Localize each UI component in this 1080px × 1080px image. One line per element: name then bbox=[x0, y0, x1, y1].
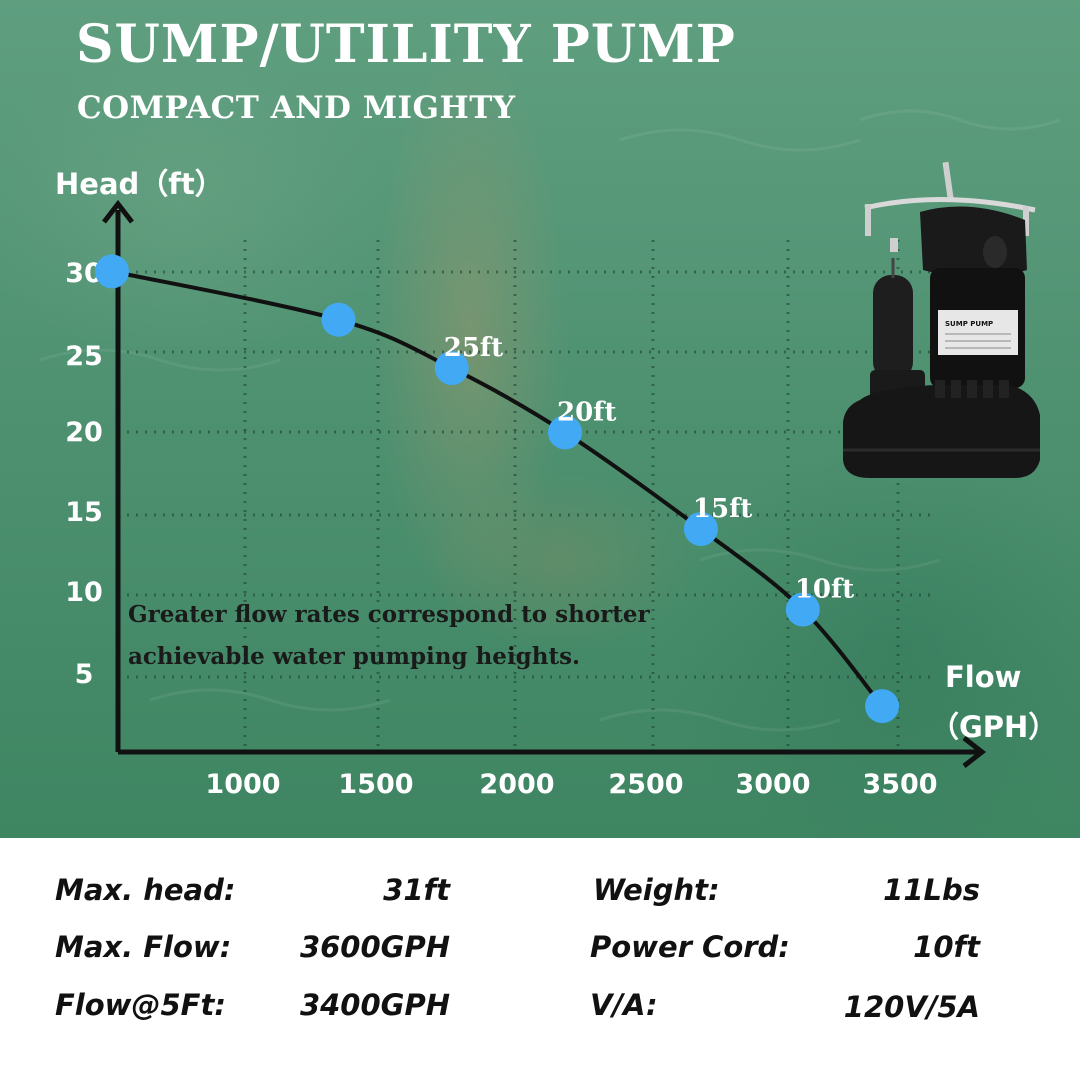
data-point bbox=[321, 302, 356, 337]
x-axis-label-line1: Flow bbox=[945, 660, 1021, 694]
data-point-label: 15ft bbox=[693, 494, 752, 524]
annotation-line-2: achievable water pumping heights. bbox=[128, 643, 580, 670]
sump-pump-icon: SUMP PUMP bbox=[843, 161, 1040, 478]
spec-label-power-cord: Power Cord: bbox=[590, 930, 790, 964]
spec-value-max-head: 31ft bbox=[383, 873, 450, 907]
y-tick-label: 20 bbox=[65, 417, 103, 448]
y-tick-label: 15 bbox=[65, 497, 103, 528]
x-tick-label: 1500 bbox=[338, 769, 413, 800]
x-axis-label-line2: （GPH） bbox=[930, 710, 1057, 744]
x-tick-label: 2500 bbox=[608, 769, 683, 800]
annotation-line-1: Greater flow rates correspond to shorter bbox=[128, 601, 651, 628]
data-point bbox=[434, 351, 469, 385]
page-title: SUMP/UTILITY PUMP bbox=[76, 14, 736, 75]
spec-label-weight: Weight: bbox=[593, 873, 720, 907]
hero-panel: SUMP/UTILITY PUMP COMPACT AND MIGHTY Hea… bbox=[0, 0, 1080, 838]
y-tick-label: 25 bbox=[65, 341, 103, 372]
pump-label: SUMP PUMP bbox=[945, 320, 993, 328]
spec-value-max-flow: 3600GPH bbox=[299, 930, 450, 964]
x-axis-arrow bbox=[962, 736, 987, 768]
spec-label-max-head: Max. head: bbox=[55, 873, 236, 907]
x-tick-label: 3500 bbox=[862, 769, 937, 800]
spec-table: Max. head: 31ft Max. Flow: 3600GPH Flow@… bbox=[0, 838, 1080, 1080]
chart-grid bbox=[118, 240, 930, 752]
x-tick-label: 1000 bbox=[205, 769, 280, 800]
spec-value-weight: 11Lbs bbox=[883, 873, 980, 907]
data-point bbox=[865, 689, 900, 724]
data-point-label: 10ft bbox=[795, 575, 854, 605]
spec-label-voltage-amps: V/A: bbox=[590, 988, 658, 1022]
x-tick-labels: 1000 1500 2000 2500 3000 3500 bbox=[205, 769, 937, 800]
data-point bbox=[785, 592, 820, 627]
data-point-label: 20ft bbox=[557, 397, 616, 427]
water-texture bbox=[0, 0, 1080, 838]
page-subtitle: COMPACT AND MIGHTY bbox=[77, 90, 516, 126]
spec-label-flow-5ft: Flow@5Ft: bbox=[55, 988, 226, 1022]
y-tick-label: 5 bbox=[75, 659, 94, 690]
head-flow-chart: Head（ft） Flow （GPH） 1000 1500 2000 2500 3000… bbox=[55, 167, 1057, 800]
data-point-labels: 25ft 20ft 15ft 10ft bbox=[444, 333, 854, 605]
spec-value-power-cord: 10ft bbox=[913, 930, 980, 964]
x-tick-label: 3000 bbox=[735, 769, 810, 800]
y-axis-label: Head（ft） bbox=[55, 167, 224, 201]
spec-value-voltage-amps: 120V/5A bbox=[843, 990, 980, 1024]
data-points bbox=[95, 254, 900, 724]
data-point bbox=[548, 415, 582, 450]
data-point bbox=[683, 512, 718, 546]
y-tick-label: 10 bbox=[65, 577, 103, 608]
spec-value-flow-5ft: 3400GPH bbox=[299, 988, 450, 1022]
data-point-label: 25ft bbox=[444, 333, 503, 363]
data-point bbox=[95, 254, 129, 289]
spec-label-max-flow: Max. Flow: bbox=[55, 930, 232, 964]
x-tick-label: 2000 bbox=[479, 769, 554, 800]
chart-axes bbox=[102, 199, 987, 768]
y-axis-arrow bbox=[102, 199, 134, 224]
